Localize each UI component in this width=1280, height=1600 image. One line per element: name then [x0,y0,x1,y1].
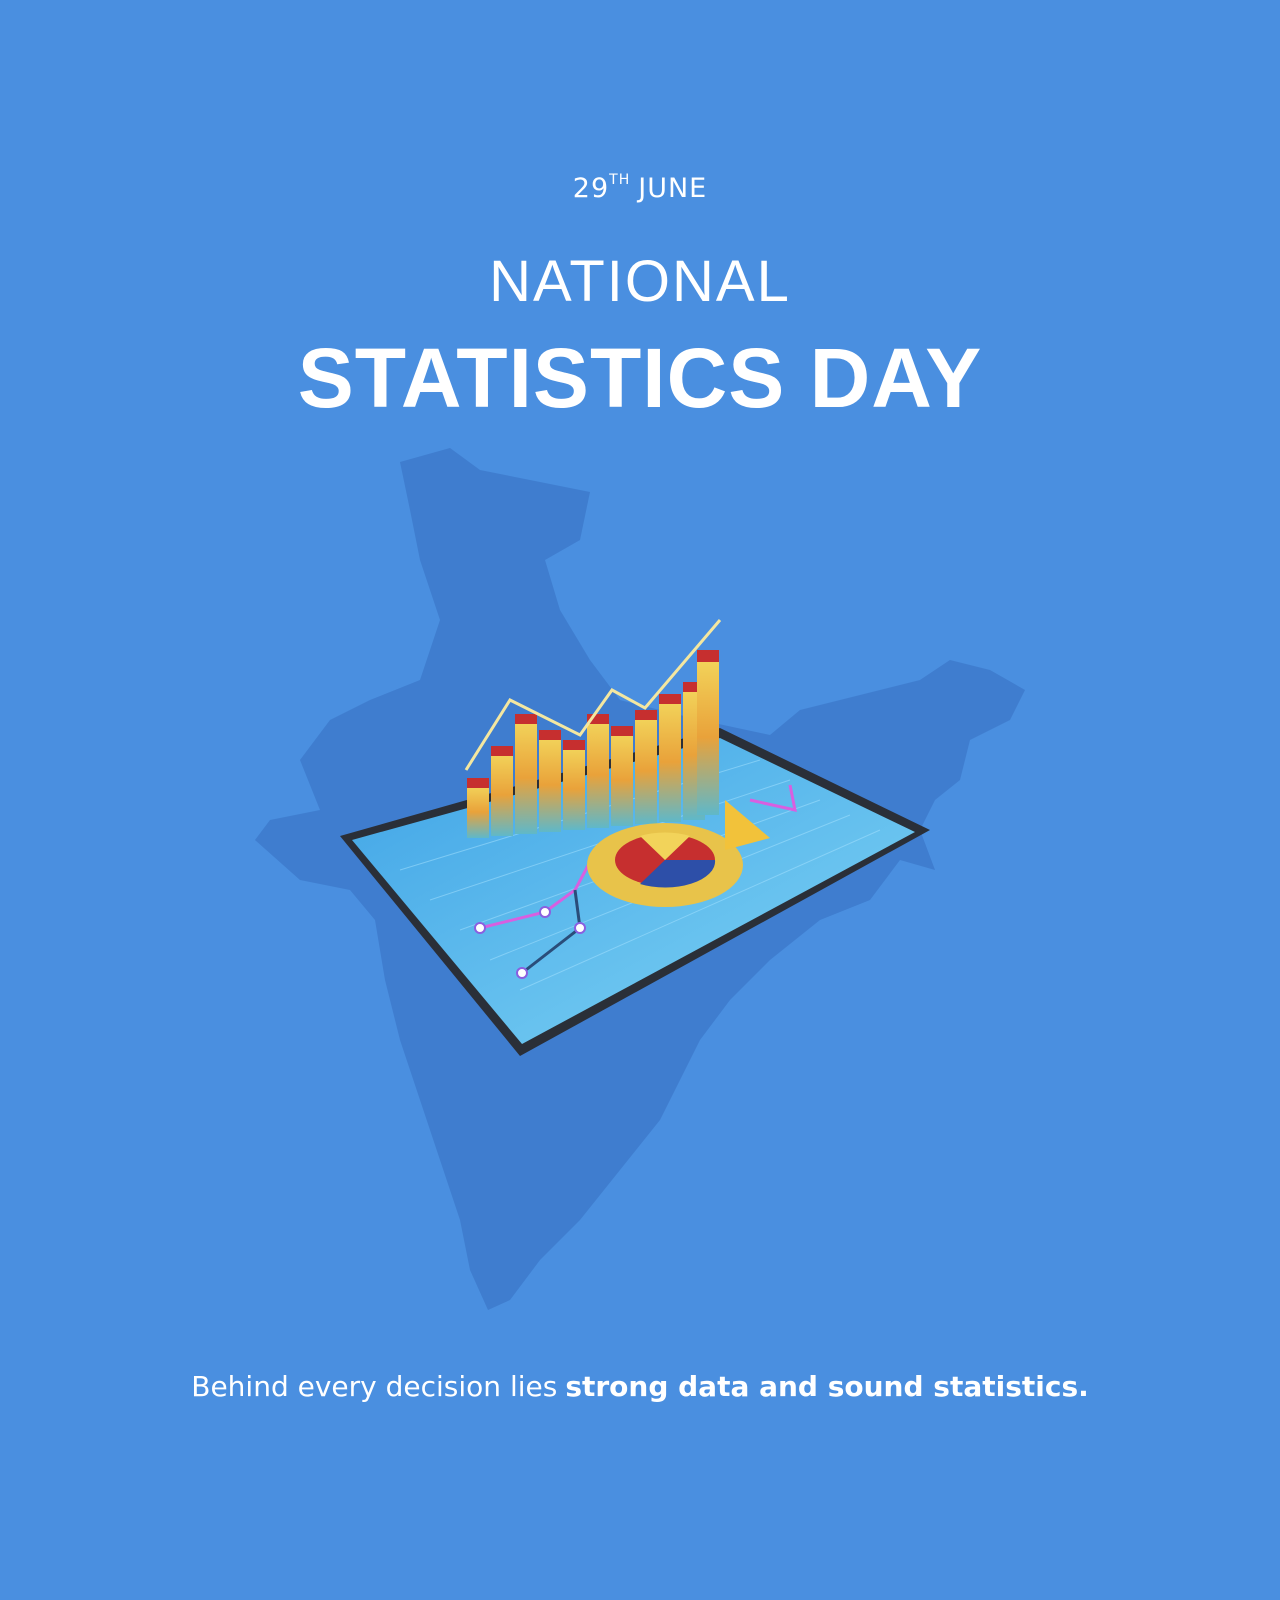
title-line1: NATIONAL [489,249,791,314]
day: 29 [572,173,610,204]
tagline-regular: Behind every decision lies [191,1370,558,1403]
title-line2: STATISTICS DAY [297,331,983,425]
bar-illustration [464,619,770,907]
tagline: Behind every decision lies strong data an… [0,1370,1280,1403]
tagline-bold: strong data and sound statistics. [565,1370,1089,1403]
day-suffix: TH [609,172,631,188]
date: 29TH JUNE [0,172,1280,204]
month: JUNE [638,173,708,204]
